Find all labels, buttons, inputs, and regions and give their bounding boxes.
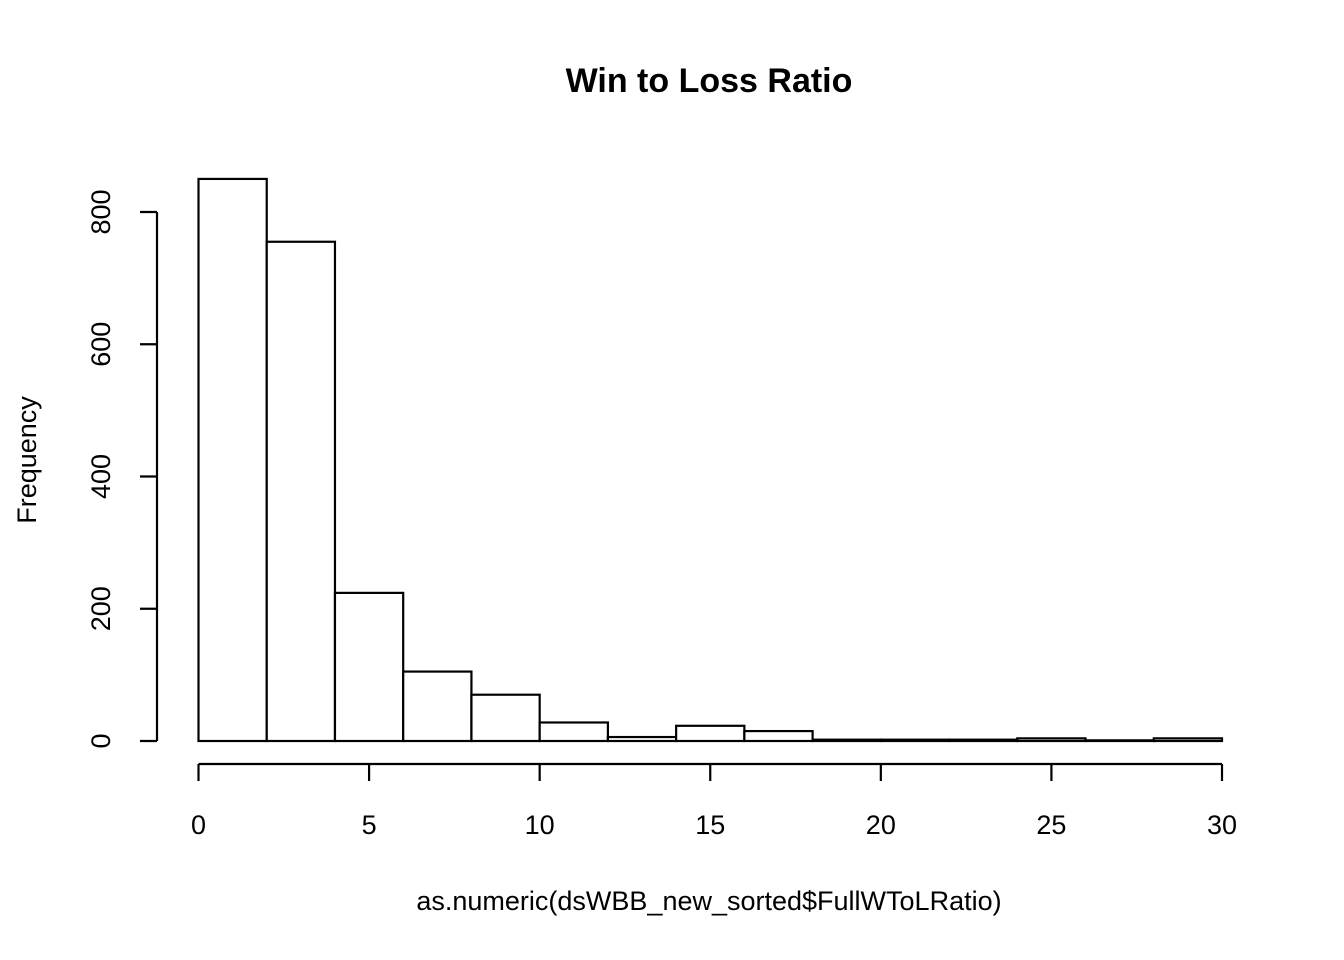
chart-title: Win to Loss Ratio <box>566 62 853 100</box>
x-tick-label: 30 <box>1207 810 1237 840</box>
bars-group <box>197 177 1224 743</box>
x-axis: 0 5 10 15 20 25 30 <box>191 762 1237 840</box>
y-tick-label: 400 <box>86 454 116 499</box>
x-tick-label: 25 <box>1036 810 1066 840</box>
y-axis-label: Frequency <box>12 396 42 524</box>
histogram-bar-10 <box>879 738 951 743</box>
histogram-bar-1 <box>265 240 337 743</box>
histogram-bar-8 <box>743 729 814 743</box>
histogram-bar-0 <box>197 177 268 743</box>
histogram-bar-14 <box>1152 737 1224 743</box>
y-tick-label: 600 <box>86 322 116 367</box>
x-tick-label: 10 <box>525 810 555 840</box>
histogram-bar-11 <box>947 738 1019 743</box>
histogram-bar-12 <box>1016 737 1087 743</box>
x-tick-label: 5 <box>362 810 377 840</box>
y-axis: 0 200 400 600 800 <box>86 189 159 749</box>
histogram-bar-2 <box>333 591 405 743</box>
histogram-bar-3 <box>402 670 473 743</box>
histogram-bar-4 <box>470 693 541 743</box>
histogram-bar-6 <box>606 735 678 743</box>
x-tick-label: 15 <box>695 810 725 840</box>
x-axis-label: as.numeric(dsWBB_new_sorted$FullWToLRati… <box>416 886 1001 916</box>
histogram-bar-7 <box>675 724 746 743</box>
y-tick-label: 200 <box>86 586 116 631</box>
histogram-bar-5 <box>538 721 610 743</box>
x-tick-label: 20 <box>866 810 896 840</box>
histogram-bar-9 <box>811 738 882 743</box>
histogram-bar-13 <box>1084 739 1155 743</box>
y-tick-label: 800 <box>86 189 116 234</box>
x-tick-label: 0 <box>191 810 206 840</box>
y-tick-label: 0 <box>86 733 116 748</box>
